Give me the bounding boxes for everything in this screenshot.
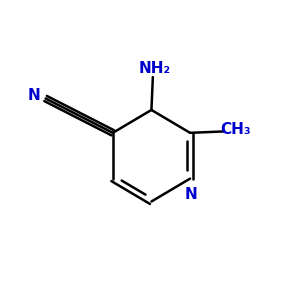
Text: NH₂: NH₂ — [138, 61, 170, 76]
Text: CH₃: CH₃ — [220, 122, 251, 137]
Text: N: N — [28, 88, 40, 103]
Text: N: N — [185, 187, 198, 202]
